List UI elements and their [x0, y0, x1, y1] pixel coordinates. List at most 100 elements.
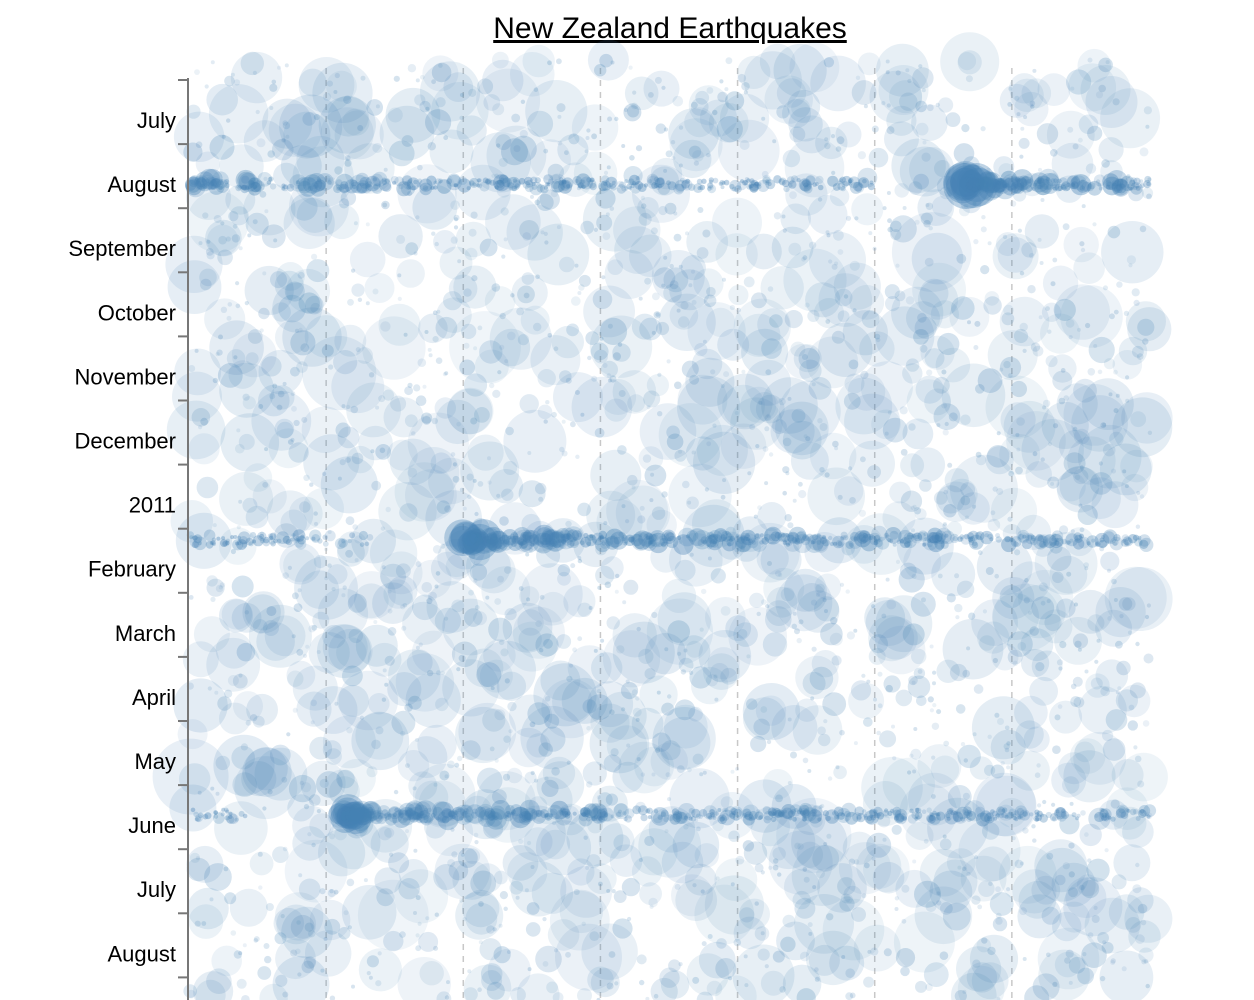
quake-marker: [622, 600, 627, 605]
quake-marker: [1030, 104, 1035, 109]
quake-marker: [269, 393, 276, 400]
quake-marker: [425, 109, 452, 136]
quake-marker: [235, 281, 240, 286]
quake-marker: [988, 881, 993, 887]
quake-marker: [218, 235, 227, 245]
quake-marker: [605, 528, 625, 548]
quake-marker: [206, 968, 232, 994]
quake-marker: [693, 160, 700, 166]
quake-marker: [1042, 265, 1079, 301]
quake-marker: [942, 522, 947, 526]
quake-marker: [610, 748, 619, 757]
quake-marker: [767, 561, 772, 566]
quake-marker: [1140, 919, 1147, 926]
quake-marker: [788, 242, 802, 256]
quake-marker: [1073, 696, 1085, 708]
quake-marker: [764, 964, 769, 969]
quake-marker: [954, 603, 963, 613]
quake-marker: [396, 259, 425, 288]
quake-marker: [292, 592, 299, 600]
quake-marker: [631, 689, 638, 695]
quake-marker: [868, 231, 873, 236]
quake-marker: [524, 771, 537, 784]
quake-marker: [1031, 186, 1036, 191]
quake-marker: [767, 286, 774, 292]
quake-marker: [527, 223, 590, 286]
quake-marker: [358, 799, 413, 853]
quake-marker: [417, 358, 427, 368]
quake-marker: [764, 426, 770, 432]
quake-marker: [718, 119, 780, 182]
quake-marker: [291, 634, 296, 639]
quake-marker: [436, 309, 441, 314]
quake-marker: [454, 762, 460, 768]
quake-marker: [825, 230, 830, 235]
quake-marker: [808, 931, 813, 936]
quake-marker: [966, 646, 971, 651]
quake-marker: [1102, 940, 1107, 945]
quake-marker: [296, 197, 333, 233]
quake-marker: [491, 283, 501, 292]
quake-marker: [924, 348, 945, 369]
quake-marker: [613, 890, 627, 903]
quake-marker: [205, 219, 242, 257]
quake-marker: [329, 833, 336, 840]
quake-marker: [234, 756, 298, 820]
quake-marker: [556, 103, 566, 113]
quake-marker: [788, 526, 807, 545]
quake-marker: [1022, 957, 1027, 961]
quake-marker: [297, 588, 302, 593]
quake-marker: [517, 285, 535, 304]
quake-marker: [329, 889, 334, 894]
quake-marker: [453, 225, 459, 230]
quake-marker: [577, 502, 591, 517]
quake-marker: [197, 541, 202, 546]
quake-marker: [324, 769, 359, 804]
quake-marker: [975, 846, 1011, 882]
quake-marker: [1050, 481, 1055, 486]
quake-marker: [678, 962, 683, 967]
quake-marker: [1108, 894, 1145, 930]
quake-marker: [1110, 960, 1116, 965]
quake-marker: [374, 867, 402, 895]
quake-marker: [822, 810, 830, 817]
quake-marker: [412, 184, 458, 230]
quake-marker: [406, 185, 411, 190]
quake-marker: [223, 866, 229, 872]
quake-marker: [383, 579, 413, 609]
quake-marker: [435, 357, 443, 365]
quake-marker: [824, 142, 831, 150]
quake-marker: [941, 530, 955, 545]
quake-marker: [1097, 932, 1109, 944]
quake-marker: [472, 478, 477, 483]
quake-marker: [215, 584, 224, 593]
quake-marker: [835, 146, 842, 152]
quake-marker: [533, 87, 539, 92]
quake-marker: [596, 816, 604, 824]
quake-marker: [814, 596, 840, 622]
quake-marker: [798, 619, 804, 625]
quake-marker: [889, 538, 894, 543]
quake-marker: [739, 140, 750, 150]
quake-marker: [627, 394, 645, 413]
quake-marker: [1097, 369, 1103, 375]
quake-marker: [508, 729, 513, 734]
quake-marker: [960, 495, 971, 506]
quake-marker: [602, 232, 611, 241]
quake-marker: [814, 573, 842, 601]
quake-marker: [451, 814, 456, 819]
quake-marker: [435, 399, 480, 445]
quake-marker: [938, 97, 954, 113]
y-tick-label: October: [98, 300, 176, 325]
quake-marker: [1135, 862, 1140, 868]
quake-marker: [699, 627, 704, 632]
quake-marker: [913, 507, 922, 515]
quake-marker: [240, 743, 248, 751]
quake-marker: [764, 481, 769, 486]
quake-marker: [1049, 540, 1063, 554]
quake-marker: [324, 530, 336, 542]
quake-marker: [915, 122, 929, 136]
quake-marker: [419, 810, 425, 816]
quake-marker: [1091, 915, 1100, 923]
quake-marker: [917, 189, 955, 227]
